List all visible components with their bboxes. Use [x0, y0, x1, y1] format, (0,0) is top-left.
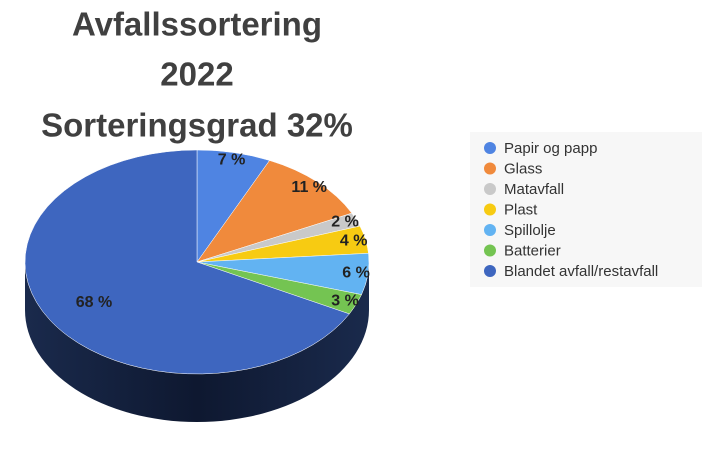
legend-label: Spillolje — [504, 222, 556, 239]
legend-label: Glass — [504, 160, 542, 177]
legend-label: Matavfall — [504, 181, 564, 198]
legend-label: Batterier — [504, 242, 561, 259]
legend-marker — [484, 265, 496, 277]
data-label: 7 % — [218, 152, 246, 169]
data-label: 2 % — [331, 214, 359, 231]
legend-marker — [484, 162, 496, 175]
data-label: 11 % — [291, 179, 327, 196]
pie-slice — [196, 160, 353, 263]
legend-label: Papir og papp — [504, 140, 597, 157]
legend-label: Plast — [504, 201, 538, 218]
data-label: 68 % — [76, 294, 112, 311]
pie-slice — [24, 149, 350, 375]
data-label: 4 % — [340, 232, 368, 249]
legend-label: Blandet avfall/restavfall — [504, 263, 658, 280]
data-label: 3 % — [331, 293, 359, 310]
chart-title: Avfallssortering — [72, 6, 322, 43]
legend-marker — [484, 203, 496, 216]
legend-marker — [484, 244, 496, 257]
legend-box — [470, 132, 702, 287]
chart-title: 2022 — [160, 56, 233, 93]
chart-title: Sorteringsgrad 32% — [41, 107, 353, 144]
legend-marker — [484, 183, 496, 195]
legend-marker — [484, 142, 496, 154]
pie-side — [25, 262, 369, 422]
data-label: 6 % — [342, 265, 370, 282]
legend-marker — [484, 224, 496, 236]
